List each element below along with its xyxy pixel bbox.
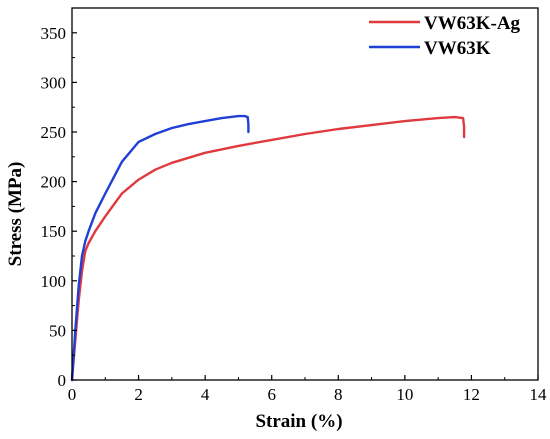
- legend-label-1: VW63K: [424, 38, 491, 59]
- x-tick-label-6: 12: [463, 385, 480, 404]
- x-tick-label-4: 8: [334, 385, 343, 404]
- y-tick-label-1: 50: [49, 321, 66, 340]
- y-tick-label-2: 100: [41, 272, 67, 291]
- plot-frame: [71, 7, 539, 381]
- x-tick-label-5: 10: [396, 385, 413, 404]
- x-tick-label-0: 0: [68, 385, 77, 404]
- x-tick-label-1: 2: [134, 385, 143, 404]
- x-axis-title: Strain (%): [255, 411, 342, 432]
- series-line-1: [70, 114, 250, 382]
- y-tick-label-7: 350: [41, 24, 67, 43]
- x-tick-label-3: 6: [267, 385, 276, 404]
- legend-label-0: VW63K-Ag: [424, 13, 521, 34]
- y-tick-label-3: 150: [41, 222, 67, 241]
- x-tick-label-2: 4: [201, 385, 210, 404]
- x-tick-label-7: 14: [530, 385, 548, 404]
- plot-area: [70, 114, 466, 382]
- y-tick-label-6: 300: [41, 73, 67, 92]
- y-tick-label-5: 250: [41, 123, 67, 142]
- series-line-0: [70, 115, 466, 382]
- legend: VW63K-Ag VW63K: [369, 13, 521, 59]
- y-axis-title: Stress (MPa): [5, 162, 26, 267]
- y-tick-label-4: 200: [41, 173, 67, 192]
- axes: 0 2 4 6 8 10 12 14 0 50 100 150 200 250 300 350: [41, 7, 548, 404]
- y-tick-label-0: 0: [58, 371, 67, 390]
